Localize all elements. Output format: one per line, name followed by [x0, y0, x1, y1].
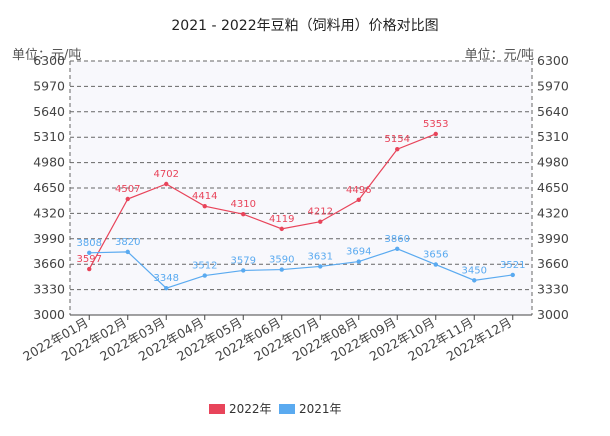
- y-tick-label-left: 4650: [33, 180, 65, 195]
- data-label: 5154: [385, 134, 410, 145]
- data-point: [202, 273, 207, 278]
- data-point: [279, 267, 284, 272]
- data-label: 3450: [462, 265, 487, 276]
- left-unit-label: 单位：元/吨: [12, 48, 81, 63]
- data-point: [356, 259, 361, 264]
- series-layer: [87, 131, 515, 291]
- data-point: [510, 272, 515, 278]
- y-tick-label-right: 5310: [537, 129, 569, 144]
- chart-title: 2021 - 2022年豆粕（饲料用）价格对比图: [171, 18, 438, 34]
- data-label: 3348: [154, 273, 179, 284]
- data-point: [356, 197, 361, 203]
- data-label: 4702: [154, 169, 179, 180]
- data-point: [125, 249, 130, 255]
- y-tick-label-left: 5970: [33, 78, 65, 93]
- data-point: [395, 147, 400, 152]
- data-label: 4496: [346, 185, 371, 196]
- legend-swatch: [279, 404, 295, 414]
- y-tick-label-right: 4650: [537, 180, 569, 195]
- data-label: 3808: [77, 238, 102, 249]
- data-point: [202, 203, 207, 209]
- data-label: 4507: [115, 184, 140, 195]
- y-tick-label-left: 6300: [33, 53, 65, 68]
- data-label: 4119: [269, 214, 294, 225]
- data-point: [87, 250, 92, 256]
- y-tick-label-right: 3000: [537, 307, 569, 322]
- y-tick-label-right: 6300: [537, 53, 569, 68]
- data-label: 3597: [77, 254, 102, 265]
- right-unit-label: 单位：元/吨: [465, 48, 534, 63]
- data-label: 3631: [308, 251, 333, 262]
- y-tick-label-right: 3990: [537, 231, 569, 246]
- y-tick-label-right: 5640: [537, 104, 569, 119]
- data-label: 4414: [192, 191, 217, 202]
- legend-label: 2022年: [229, 402, 272, 416]
- data-point: [87, 266, 92, 272]
- data-point: [433, 262, 438, 267]
- y-tick-label-right: 3660: [537, 256, 569, 271]
- data-point: [125, 196, 130, 202]
- data-label: 3820: [115, 237, 140, 248]
- y-tick-label-left: 4980: [33, 155, 65, 170]
- data-point: [318, 219, 323, 224]
- data-point: [395, 246, 400, 252]
- y-tick-label-left: 4320: [33, 205, 65, 220]
- data-label: 4212: [308, 207, 333, 218]
- data-point: [241, 268, 246, 273]
- data-point: [164, 181, 169, 187]
- data-label: 3860: [385, 234, 410, 245]
- series-line-2022年: [88, 133, 436, 270]
- data-label: 3521: [500, 260, 525, 271]
- legend-label: 2021年: [299, 402, 342, 416]
- data-label: 3694: [346, 247, 371, 258]
- data-point: [164, 286, 169, 291]
- legend: 2022年 2021年: [209, 402, 342, 416]
- grid-layer: [69, 60, 533, 316]
- series-line-2021年: [89, 248, 513, 289]
- legend-swatch: [209, 404, 225, 414]
- data-label: 4310: [231, 199, 256, 210]
- data-point: [279, 226, 284, 232]
- y-tick-label-left: 3000: [33, 307, 65, 322]
- data-label: 3656: [423, 250, 448, 261]
- data-label-layer: 3597 4507 4702 4414 4310 4119 4212 4496 5154 5353…: [77, 119, 526, 284]
- y-tick-label-right: 4320: [537, 205, 569, 220]
- data-point: [472, 278, 477, 283]
- y-tick-label-left: 3990: [33, 231, 65, 246]
- data-label: 3512: [192, 261, 217, 272]
- y-tick-label-left: 5640: [33, 104, 65, 119]
- data-label: 3590: [269, 255, 294, 266]
- y-tick-label-left: 3330: [33, 282, 65, 297]
- y-tick-label-left: 3660: [33, 256, 65, 271]
- y-tick-label-right: 3330: [537, 282, 569, 297]
- data-point: [241, 211, 246, 217]
- y-tick-label-right: 4980: [537, 155, 569, 170]
- y-tick-label-left: 5310: [33, 129, 65, 144]
- data-label: 5353: [423, 119, 448, 130]
- data-point: [318, 264, 323, 269]
- y-tick-label-right: 5970: [537, 78, 569, 93]
- data-point: [433, 131, 438, 137]
- data-label: 3579: [231, 255, 256, 266]
